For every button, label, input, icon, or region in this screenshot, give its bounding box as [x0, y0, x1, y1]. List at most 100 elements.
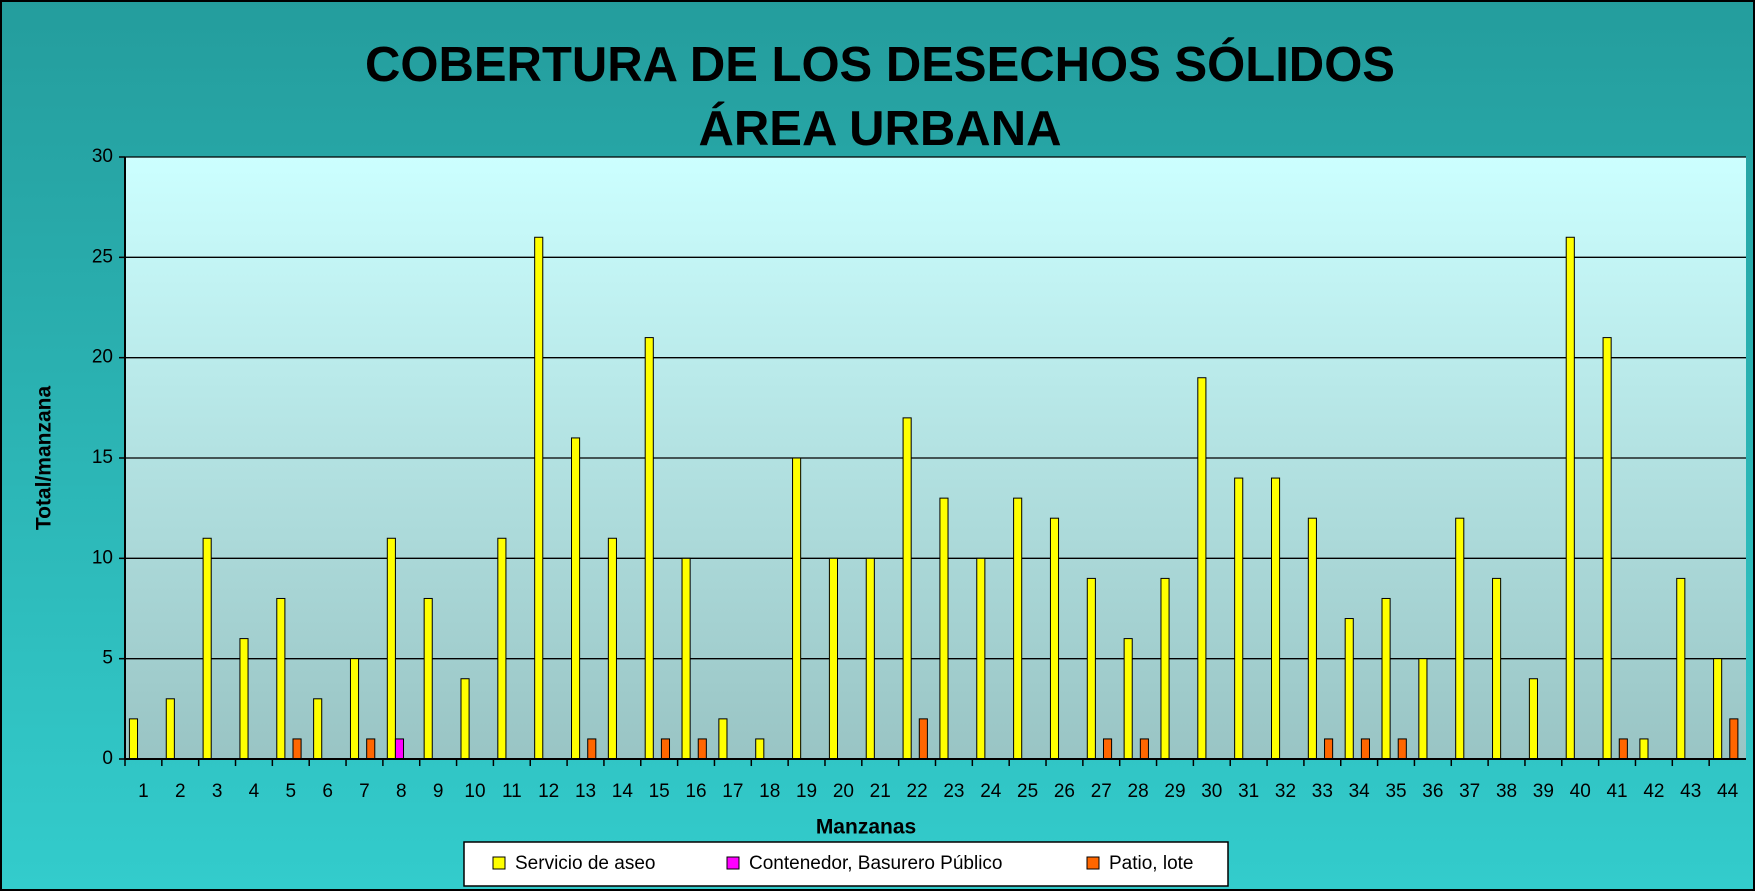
x-tick-label: 24	[980, 781, 1002, 802]
bar	[128, 718, 139, 760]
bar	[1139, 738, 1149, 760]
bar	[1324, 738, 1334, 760]
bar	[239, 638, 249, 760]
legend-swatch	[726, 856, 740, 870]
bar	[718, 718, 728, 760]
bar	[1270, 477, 1281, 760]
bar	[1197, 377, 1207, 760]
x-tick-label: 3	[212, 781, 223, 802]
bar	[313, 698, 323, 760]
y-tick-label: 25	[92, 246, 113, 267]
bar	[587, 738, 597, 760]
x-tick-label: 32	[1275, 781, 1296, 802]
bar	[1565, 236, 1575, 760]
x-tick-label: 43	[1680, 781, 1701, 802]
x-tick-label: 16	[685, 781, 706, 802]
bar	[386, 537, 396, 760]
x-tick-label: 13	[575, 781, 596, 802]
x-tick-label: 8	[396, 781, 407, 802]
x-tick-label: 42	[1643, 781, 1664, 802]
x-tick-label: 20	[833, 781, 854, 802]
x-tick-label: 36	[1422, 781, 1443, 802]
x-tick-label: 18	[759, 781, 780, 802]
x-tick-label: 6	[322, 781, 333, 802]
bar	[1602, 337, 1612, 760]
bar	[918, 718, 928, 760]
x-tick-label: 25	[1017, 781, 1038, 802]
x-tick-label: 34	[1349, 781, 1371, 802]
bar	[755, 738, 765, 760]
bar	[394, 738, 405, 760]
legend-label: Patio, lote	[1109, 853, 1194, 874]
bar	[1492, 577, 1502, 760]
x-tick-label: 4	[249, 781, 260, 802]
x-tick-label: 12	[538, 781, 559, 802]
legend	[463, 841, 1229, 887]
bar	[1013, 497, 1023, 760]
x-tick-label: 23	[943, 781, 964, 802]
x-tick-label: 9	[433, 781, 444, 802]
bar	[828, 557, 839, 760]
x-tick-label: 37	[1459, 781, 1480, 802]
x-tick-label: 38	[1496, 781, 1517, 802]
legend-swatch	[1086, 856, 1100, 870]
x-tick-label: 22	[907, 781, 928, 802]
chart-title: ÁREA URBANA	[699, 102, 1062, 156]
x-tick-label: 26	[1054, 781, 1075, 802]
bar	[276, 597, 286, 760]
x-tick-label: 41	[1606, 781, 1627, 802]
bar	[423, 597, 433, 760]
bar	[1360, 738, 1370, 760]
y-tick-label: 30	[92, 146, 113, 167]
x-tick-label: 11	[502, 781, 522, 802]
bar	[497, 537, 507, 760]
x-tick-label: 40	[1570, 781, 1591, 802]
bar	[681, 557, 691, 760]
x-tick-label: 28	[1128, 781, 1149, 802]
bar	[1234, 477, 1244, 760]
bar	[660, 738, 671, 760]
bar	[1528, 678, 1538, 760]
x-tick-label: 14	[612, 781, 634, 802]
y-tick-label: 20	[92, 347, 113, 368]
bar	[1729, 718, 1739, 760]
bar	[1123, 638, 1133, 760]
bar	[1344, 618, 1354, 760]
x-tick-label: 21	[870, 781, 891, 802]
bar	[607, 537, 617, 760]
bar	[1397, 738, 1407, 760]
x-tick-label: 5	[285, 781, 296, 802]
legend-label: Contenedor, Basurero Público	[749, 853, 1003, 874]
x-tick-label: 30	[1201, 781, 1222, 802]
bar	[349, 658, 360, 760]
x-tick-label: 15	[649, 781, 670, 802]
x-tick-label: 17	[722, 781, 743, 802]
x-axis-label: Manzanas	[816, 816, 916, 839]
bar	[1418, 658, 1428, 760]
y-tick-label: 15	[92, 447, 113, 468]
legend-label: Servicio de aseo	[515, 853, 655, 874]
x-tick-label: 33	[1312, 781, 1333, 802]
y-tick-label: 5	[102, 648, 113, 669]
bar	[202, 537, 212, 760]
x-tick-label: 19	[796, 781, 817, 802]
bar	[865, 557, 875, 760]
x-tick-label: 1	[138, 781, 149, 802]
bar	[1049, 517, 1060, 760]
y-tick-label: 0	[102, 748, 113, 769]
bar	[1618, 738, 1628, 760]
bar	[1381, 597, 1391, 760]
bar	[1455, 517, 1465, 760]
x-tick-label: 39	[1533, 781, 1554, 802]
x-tick-label: 31	[1238, 781, 1259, 802]
bar	[792, 457, 802, 760]
y-tick-label: 10	[92, 547, 113, 568]
bar	[902, 417, 912, 760]
legend-swatch	[492, 856, 506, 870]
bar	[292, 738, 302, 760]
bar	[1086, 577, 1096, 760]
bar	[1307, 517, 1317, 760]
bar	[1160, 577, 1170, 760]
bar	[1102, 738, 1113, 760]
